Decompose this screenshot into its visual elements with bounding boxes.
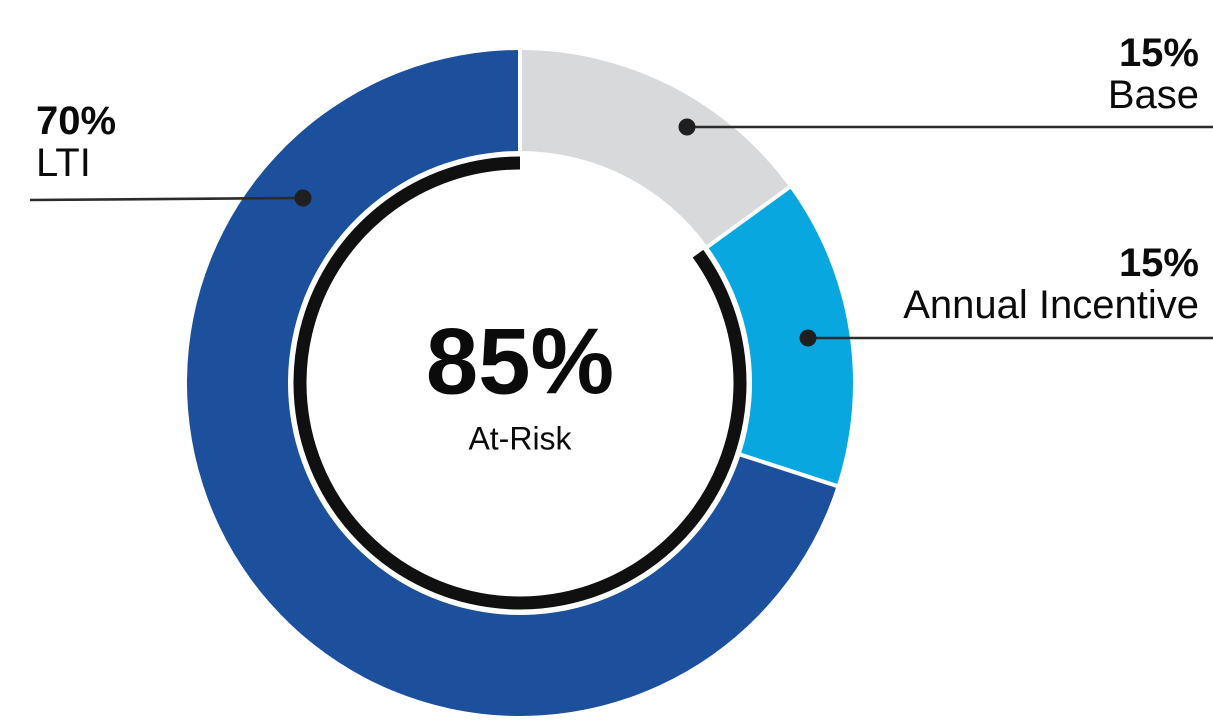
slice-separator <box>738 452 839 489</box>
callout-dot-annual-incentive <box>799 329 817 347</box>
callout-line-lti <box>29 196 304 202</box>
callout-lti: 70% LTI <box>36 100 116 184</box>
slice-base <box>520 50 790 247</box>
callout-dot-base <box>678 118 696 136</box>
at-risk-arc <box>293 156 747 610</box>
callout-dot-lti <box>294 189 312 207</box>
base-label: Base <box>1107 73 1199 117</box>
annual-incentive-percent: 15% <box>1118 241 1199 285</box>
base-percent: 15% <box>1118 31 1199 75</box>
annual-incentive-label: Annual Incentive <box>903 283 1199 327</box>
slice-annual-incentive <box>707 187 853 486</box>
lti-percent: 70% <box>36 99 117 143</box>
center-label: 85% At-Risk <box>425 308 615 458</box>
callout-annual-incentive: 15% Annual Incentive <box>903 242 1199 326</box>
at-risk-label: At-Risk <box>468 420 572 457</box>
slice-lti <box>186 50 837 716</box>
at-risk-percent: 85% <box>425 308 615 414</box>
callout-base: 15% Base <box>1108 32 1199 116</box>
slice-separator <box>704 185 792 250</box>
lti-label: LTI <box>36 141 91 185</box>
